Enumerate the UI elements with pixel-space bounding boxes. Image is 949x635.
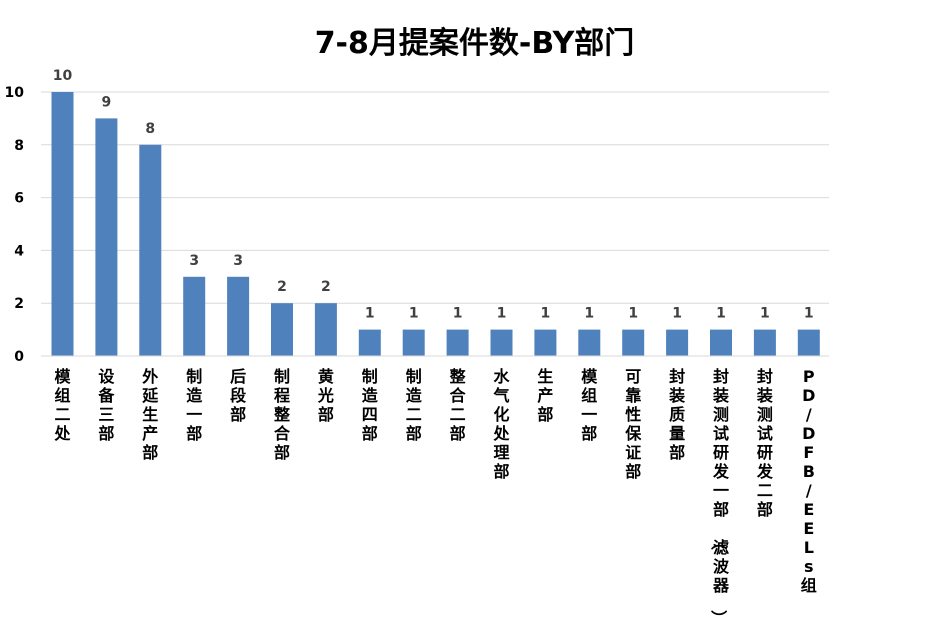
bar (666, 329, 689, 356)
category-label: 封装测试研发二部 (756, 367, 774, 519)
bar (402, 329, 425, 356)
bars (51, 92, 820, 357)
data-label: 1 (628, 306, 638, 322)
y-tick-label: 6 (14, 191, 24, 207)
bar (51, 92, 74, 356)
y-tick-label: 10 (5, 85, 25, 101)
data-label: 1 (409, 306, 419, 322)
y-tick-label: 0 (14, 349, 24, 365)
category-label: 封装测试研发一部（滤波器） (709, 367, 730, 626)
bar (753, 329, 776, 356)
data-label: 3 (233, 253, 243, 269)
category-label: 可靠性保证部 (624, 367, 642, 481)
data-label: 8 (145, 121, 155, 137)
bar (446, 329, 469, 356)
bar (797, 329, 820, 356)
data-label: 9 (102, 94, 112, 110)
category-label: 外延生产部 (141, 367, 159, 462)
category-label: 制造四部 (362, 367, 379, 443)
category-label: 设备三部 (97, 367, 115, 443)
bar (314, 303, 337, 356)
category-label: 制程整合部 (273, 367, 291, 462)
data-label: 10 (53, 68, 73, 84)
bar (622, 329, 645, 356)
y-tick-label: 2 (14, 296, 24, 312)
bar (271, 303, 293, 356)
category-label: 封装质量部 (668, 367, 685, 462)
data-label: 1 (804, 306, 814, 322)
data-label: 1 (453, 306, 463, 322)
data-label: 1 (584, 306, 594, 322)
bar (534, 329, 557, 356)
data-label: 1 (760, 306, 770, 322)
data-label: 1 (541, 306, 551, 322)
category-label: 整合二部 (449, 367, 467, 443)
category-label: 水气化处理部 (492, 367, 510, 481)
data-label: 1 (365, 306, 375, 322)
bar (578, 329, 601, 356)
category-labels: 模组二处 设备三部 外延生产部 制造一部 后段部 制程整合部 黄光部 制造四部 制造二部 整合二部… (53, 367, 816, 626)
data-label: 3 (189, 253, 199, 269)
category-label: 黄光部 (317, 367, 334, 424)
category-label: 模组一部 (581, 367, 598, 443)
bar (95, 118, 118, 357)
gridlines (41, 91, 829, 304)
y-tick-labels: 0 2 4 6 8 10 (5, 85, 25, 365)
category-label: 生产部 (537, 367, 553, 424)
chart-title: 7-8月提案件数-BY部门 (314, 26, 635, 61)
data-label: 2 (277, 279, 287, 295)
y-tick-label: 8 (14, 138, 24, 154)
data-label: 1 (672, 306, 682, 322)
data-labels: 10 9 8 3 3 2 2 1 1 1 1 1 1 1 1 1 1 1 (53, 68, 814, 322)
data-label: 1 (497, 306, 507, 322)
data-label: 2 (321, 279, 331, 295)
bar (710, 329, 732, 356)
bar (183, 276, 206, 356)
category-label: 后段部 (230, 367, 247, 424)
category-label: 模组二处 (53, 367, 71, 443)
y-tick-label: 4 (14, 243, 24, 259)
bar (358, 329, 381, 356)
data-label: 1 (716, 306, 726, 322)
category-label: 制造二部 (406, 367, 423, 443)
bar (490, 329, 513, 356)
bar (227, 276, 250, 356)
bar (139, 144, 162, 356)
category-label: 制造一部 (186, 367, 203, 443)
